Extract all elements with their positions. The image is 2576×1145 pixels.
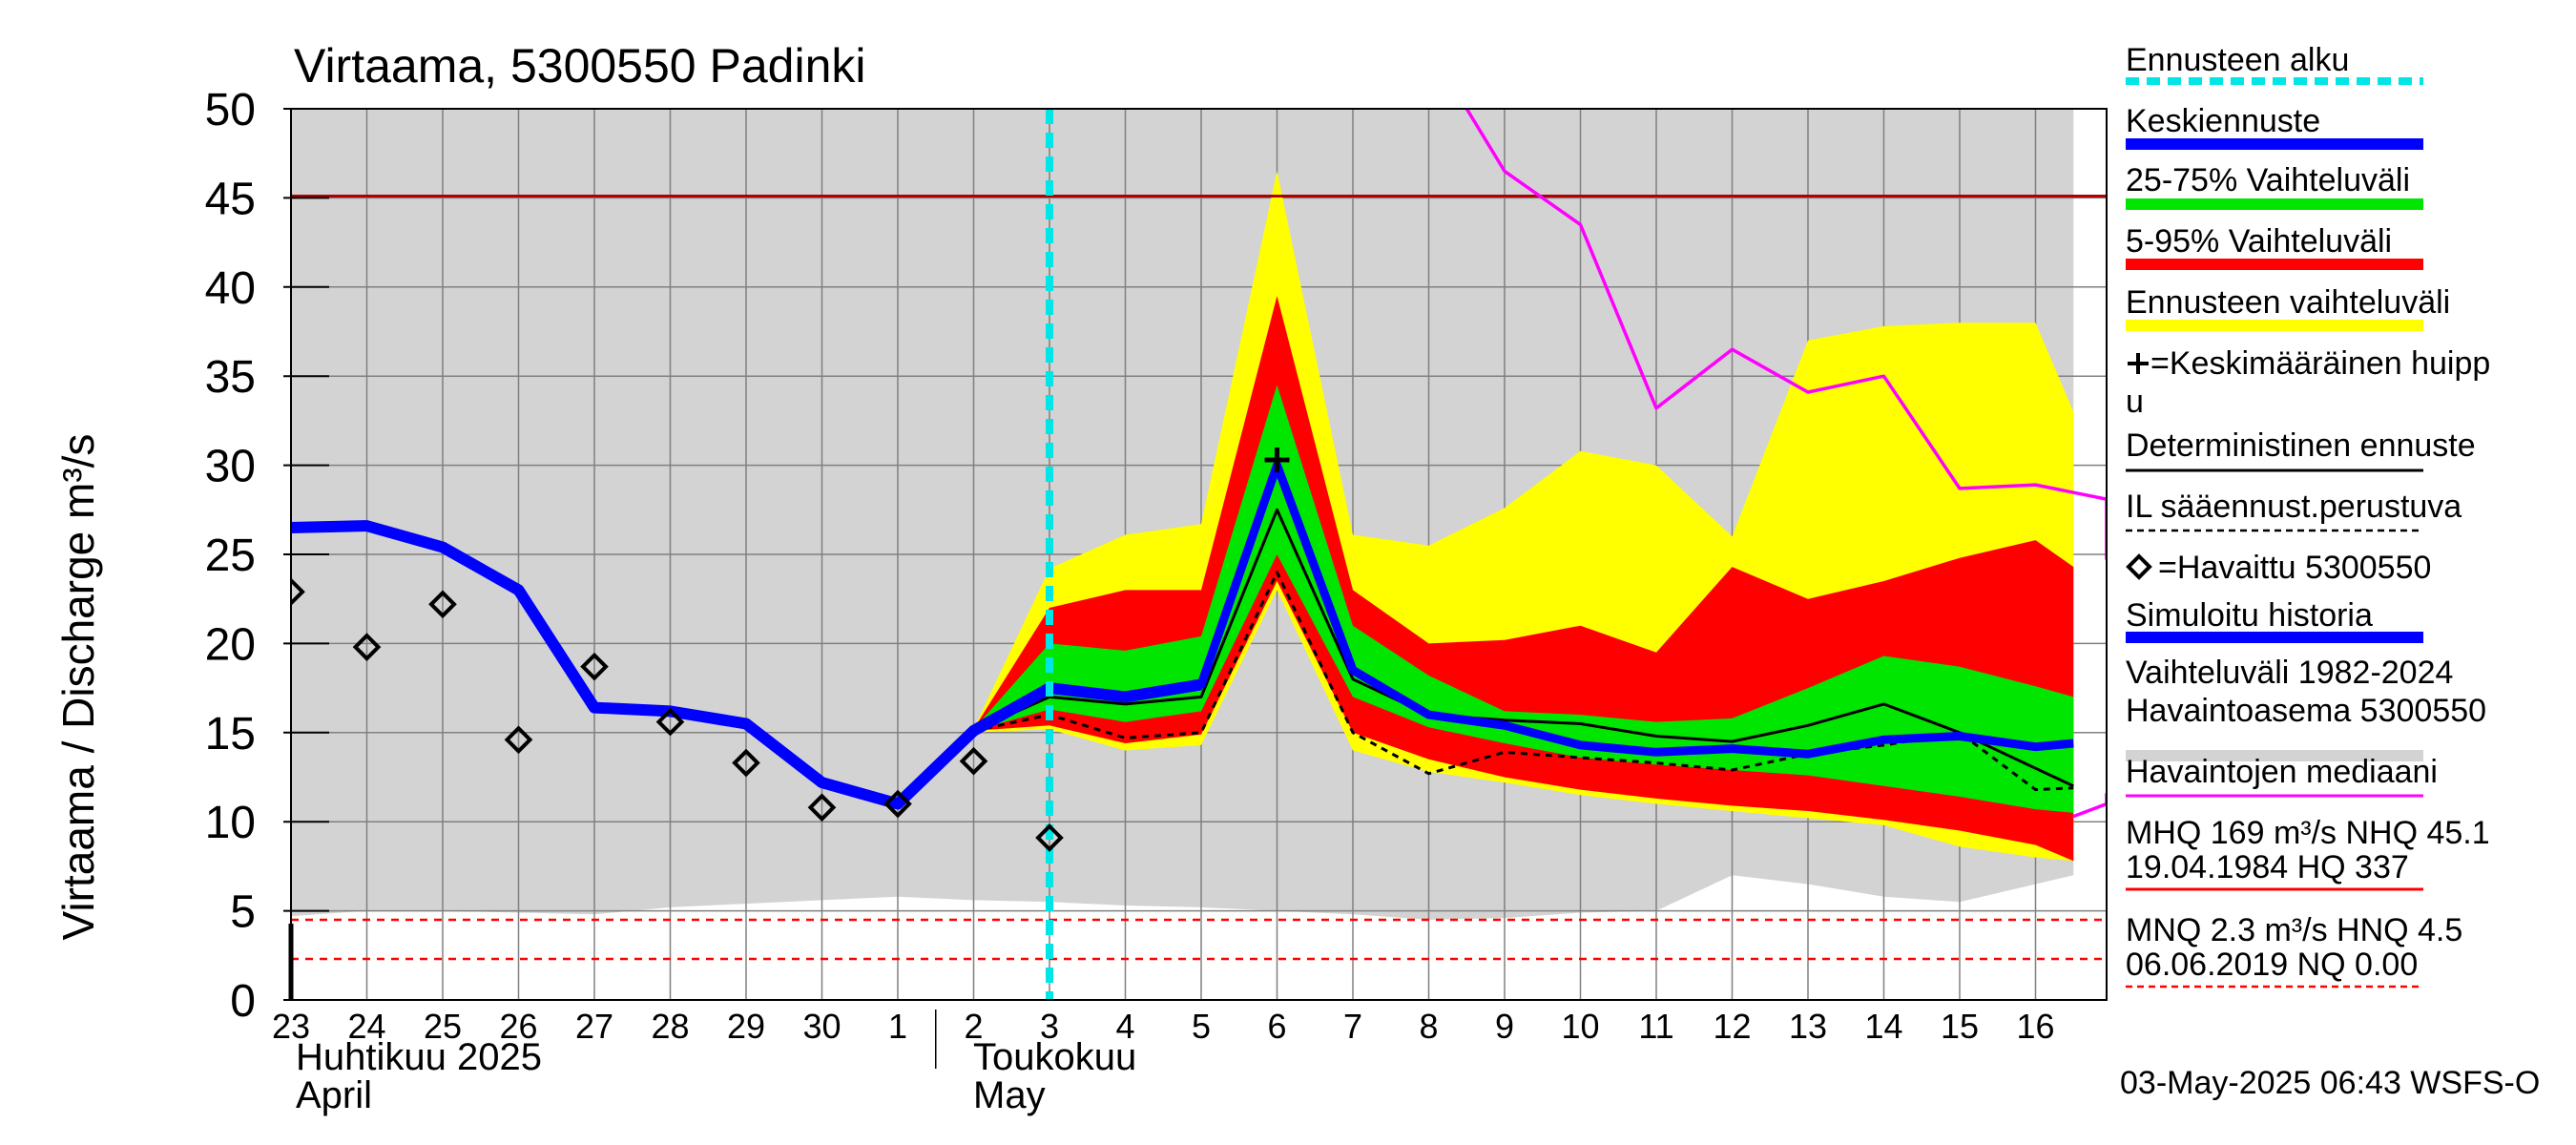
x-day-label: 25	[424, 1007, 462, 1046]
legend-label: Keskiennuste	[2126, 103, 2320, 139]
legend-label: 5-95% Vaihteluväli	[2126, 223, 2392, 260]
plot-content	[291, 109, 2107, 1000]
y-tick-label: 0	[230, 976, 256, 1027]
x-day-label: 11	[1638, 1007, 1673, 1046]
observed-point	[959, 746, 988, 776]
month-label-fi: Huhtikuu 2025	[296, 1036, 542, 1078]
legend-label-continued: u	[2126, 384, 2144, 420]
legend-label: MNQ 2.3 m³/s HNQ 4.5	[2126, 912, 2462, 948]
legend-observed-marker	[2126, 553, 2152, 580]
observed-point	[580, 652, 609, 681]
month-label-fi: Toukokuu	[973, 1036, 1136, 1078]
x-day-label: 9	[1495, 1007, 1514, 1046]
legend-label: Ennusteen vaihteluväli	[2126, 284, 2450, 321]
legend-label: Vaihteluväli 1982-2024	[2126, 655, 2453, 691]
median-line	[2072, 793, 2107, 819]
range-25-75-green	[973, 385, 2074, 813]
y-tick-label: 40	[205, 263, 256, 314]
x-day-label: 12	[1713, 1007, 1751, 1046]
deterministic-forecast-line	[972, 508, 2074, 788]
observed-point	[504, 725, 533, 755]
x-day-label: 27	[575, 1007, 613, 1046]
y-tick-label: 30	[205, 442, 256, 492]
legend-label: Ennusteen alku	[2126, 42, 2349, 78]
y-tick-label: 35	[205, 352, 256, 403]
legend-label-continued: Havaintoasema 5300550	[2126, 693, 2486, 729]
x-day-label: 5	[1192, 1007, 1211, 1046]
x-day-label: 2	[964, 1007, 983, 1046]
x-day-label: 23	[272, 1007, 310, 1046]
x-day-label: 30	[802, 1007, 841, 1046]
legend-label: Simuloitu historia	[2126, 597, 2373, 634]
legend-label: Havaintojen mediaani	[2126, 754, 2438, 790]
y-tick-label: 15	[205, 709, 256, 760]
observed-point	[291, 577, 305, 607]
y-tick-label: 25	[205, 531, 256, 581]
month-label-en: May	[973, 1074, 1046, 1116]
observed-point	[655, 707, 685, 737]
legend-label-continued: 19.04.1984 HQ 337	[2126, 849, 2409, 885]
max-history-line	[1465, 109, 2107, 560]
x-day-label: 13	[1789, 1007, 1827, 1046]
legend-label-continued: 06.06.2019 NQ 0.00	[2126, 947, 2418, 983]
x-day-label: 1	[888, 1007, 907, 1046]
observed-point	[807, 793, 837, 822]
x-day-label: 4	[1115, 1007, 1134, 1046]
mean-peak-marker	[1264, 447, 1290, 472]
legend-label: =Havaittu 5300550	[2158, 550, 2431, 586]
observed-point	[732, 748, 760, 778]
footer-timestamp: 03-May-2025 06:43 WSFS-O	[2120, 1065, 2540, 1101]
x-day-label: 24	[347, 1007, 385, 1046]
month-label-en: April	[296, 1074, 372, 1116]
y-tick-label: 5	[230, 887, 256, 938]
y-tick-label: 50	[205, 85, 256, 135]
mean-forecast-line	[971, 461, 2074, 759]
legend-peak-marker	[2128, 353, 2149, 374]
y-tick-label: 10	[205, 798, 256, 848]
observed-point	[428, 590, 457, 619]
legend-label: =Keskimääräinen huipp	[2150, 345, 2490, 382]
x-day-label: 14	[1864, 1007, 1902, 1046]
legend-label: IL sääennust.perustuva	[2126, 489, 2462, 525]
legend-label: 25-75% Vaihteluväli	[2126, 162, 2410, 198]
x-day-label: 16	[2016, 1007, 2054, 1046]
chart-title: Virtaama, 5300550 Padinki	[294, 39, 866, 93]
x-day-label: 15	[1941, 1007, 1979, 1046]
x-day-label: 10	[1561, 1007, 1599, 1046]
x-day-label: 7	[1343, 1007, 1362, 1046]
x-day-label: 28	[651, 1007, 689, 1046]
x-day-label: 29	[727, 1007, 765, 1046]
observed-point	[1035, 823, 1064, 852]
legend-label: MHQ 169 m³/s NHQ 45.1	[2126, 815, 2490, 851]
x-day-label: 6	[1267, 1007, 1286, 1046]
x-day-label: 8	[1419, 1007, 1438, 1046]
observed-point	[883, 789, 912, 819]
x-day-label: 26	[499, 1007, 537, 1046]
observed-point	[352, 633, 382, 661]
x-day-label: 3	[1040, 1007, 1059, 1046]
y-tick-label: 45	[205, 174, 256, 224]
y-axis-label: Virtaama / Discharge m³/s	[53, 434, 103, 941]
legend-label: Deterministinen ennuste	[2126, 427, 2476, 464]
y-tick-label: 20	[205, 619, 256, 670]
